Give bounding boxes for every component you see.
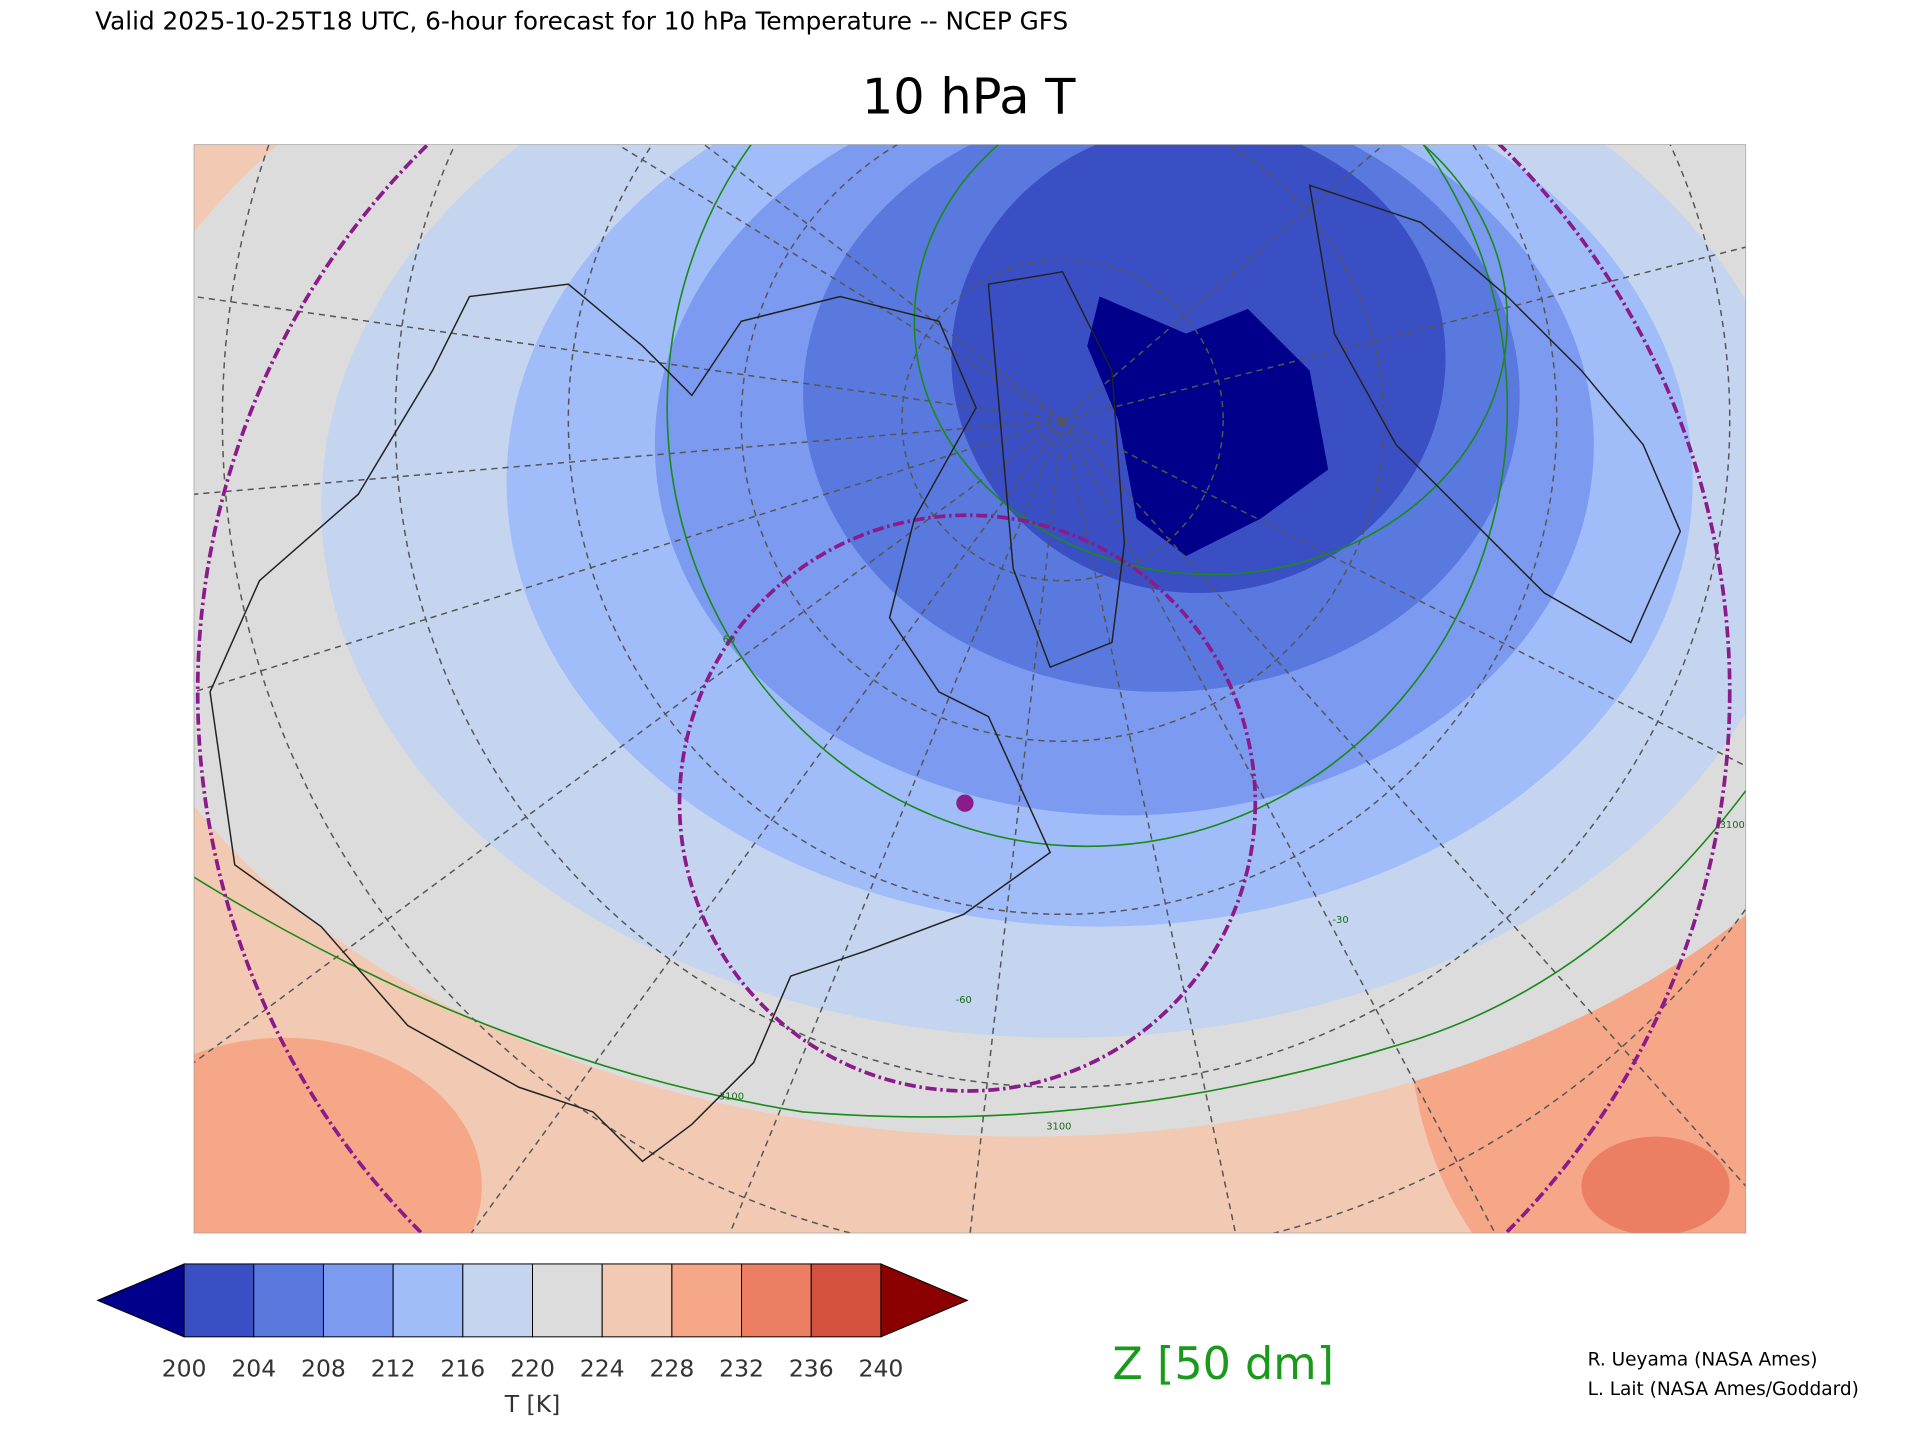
coastline <box>987 270 1126 669</box>
contour-label: 3100 <box>719 1092 744 1103</box>
colorbar-tick-label: 224 <box>580 1354 625 1382</box>
colorbar-tick-label: 236 <box>789 1354 834 1382</box>
range-circle <box>677 513 1258 1093</box>
colorbar-box <box>322 1263 394 1338</box>
credit: R. Ueyama (NASA Ames) <box>1588 1349 1818 1370</box>
contour-label: 3100 <box>1046 1121 1071 1132</box>
colorbar-tick-label: 204 <box>231 1354 276 1382</box>
colorbar-tick-label: 216 <box>440 1354 485 1382</box>
grid-line <box>901 258 1224 582</box>
colorbar-box <box>671 1263 743 1338</box>
cold-core <box>1087 296 1329 556</box>
credit: L. Lait (NASA Ames/Goddard) <box>1588 1379 1859 1400</box>
colorbar-tick-label: 220 <box>510 1354 555 1382</box>
colorbar-extend <box>880 1263 969 1338</box>
grid-line <box>193 144 1746 1234</box>
coastline <box>1308 184 1682 644</box>
contour-label: -60 <box>956 995 972 1006</box>
colorbar-tick-label: 200 <box>162 1354 207 1382</box>
colorbar-box <box>532 1263 603 1338</box>
colorbar-box <box>810 1263 882 1338</box>
grid-line <box>740 144 1385 742</box>
contour-label: -30 <box>1332 915 1348 926</box>
colorbar-box <box>741 1263 812 1338</box>
colorbar-tick-label: 232 <box>719 1354 764 1382</box>
coastline <box>209 283 1052 1163</box>
height-contour <box>913 144 1509 576</box>
height-contour <box>193 790 1746 1118</box>
header: Valid 2025-10-25T18 UTC, 6-hour forecast… <box>95 7 1068 36</box>
warm-patch <box>1581 1136 1730 1234</box>
colorbar-tick-label: 240 <box>859 1354 904 1382</box>
colorbar-label: T [K] <box>504 1390 561 1418</box>
colorbar-box <box>601 1263 673 1338</box>
colorbar-box <box>462 1263 534 1338</box>
colorbar-tick-label: 208 <box>301 1354 346 1382</box>
colorbar-box <box>183 1263 255 1338</box>
colorbar-tick-label: 212 <box>371 1354 416 1382</box>
height-contour <box>666 144 1509 848</box>
contour-label: 60 <box>723 634 736 645</box>
site-marker <box>956 794 974 812</box>
contour-label: 3100 <box>1720 820 1745 831</box>
grid-line <box>394 144 1731 1088</box>
grid-line <box>567 144 1558 915</box>
contour-legend: Z [50 dm] <box>1112 1339 1334 1390</box>
title: 10 hPa T <box>862 68 1076 126</box>
colorbar-box <box>253 1263 324 1338</box>
grid-line <box>221 144 1746 1234</box>
map-frame <box>193 144 1747 1234</box>
colorbar-extend <box>96 1263 185 1338</box>
colorbar-tick-label: 228 <box>649 1354 694 1382</box>
range-circle <box>196 144 1732 1234</box>
map <box>193 144 1746 1234</box>
colorbar-box <box>392 1263 464 1338</box>
